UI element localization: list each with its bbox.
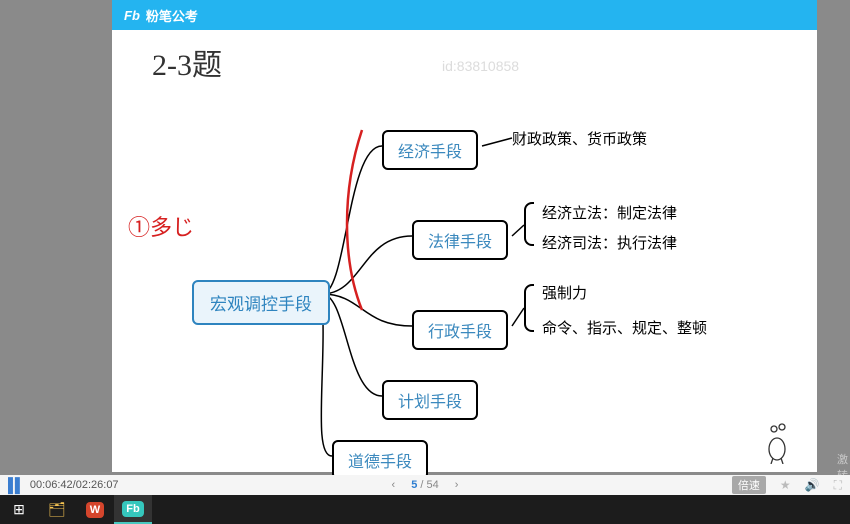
brand-logo-icon: Fb <box>124 8 140 23</box>
play-pause-button[interactable]: ▌▌ <box>0 477 30 493</box>
windows-taskbar: ⊞🗂WFb <box>0 495 850 524</box>
fullscreen-icon[interactable]: ⛶ <box>834 478 842 493</box>
next-page-button[interactable]: › <box>455 479 459 491</box>
child-node: 计划手段 <box>382 380 478 420</box>
taskbar-fb-app-icon[interactable]: Fb <box>114 495 152 524</box>
taskbar-explorer-icon[interactable]: 🗂 <box>38 495 76 524</box>
slide-header: Fb 粉笔公考 <box>112 0 817 30</box>
detail-text: 经济司法：执行法律 <box>542 232 677 253</box>
child-node: 经济手段 <box>382 130 478 170</box>
detail-text: 经济立法：制定法律 <box>542 202 677 223</box>
time-display: 00:06:42/02:26:07 <box>30 479 119 491</box>
doodle-icon <box>757 414 797 464</box>
slide: Fb 粉笔公考 2-3题 id:83810858 宏观调控手段 经济手段法律手段行… <box>112 0 817 472</box>
child-node: 法律手段 <box>412 220 508 260</box>
detail-text: 强制力 <box>542 282 587 303</box>
detail-text: 命令、指示、规定、整顿 <box>542 317 707 338</box>
child-node: 道德手段 <box>332 440 428 480</box>
brand-text: 粉笔公考 <box>146 6 198 25</box>
player-bar: ▌▌ 00:06:42/02:26:07 ‹ 5 / 54 › 倍速 ★ 🔊 ⛶ <box>0 475 850 495</box>
taskbar-start-icon[interactable]: ⊞ <box>0 495 38 524</box>
volume-icon[interactable]: 🔊 <box>805 478 820 492</box>
watermark: id:83810858 <box>442 58 519 74</box>
taskbar-wps-icon[interactable]: W <box>76 495 114 524</box>
bracket <box>524 284 534 332</box>
star-icon[interactable]: ★ <box>780 478 791 492</box>
slide-title: 2-3题 <box>152 40 222 84</box>
root-node: 宏观调控手段 <box>192 280 330 325</box>
child-node: 行政手段 <box>412 310 508 350</box>
player-right-controls: 倍速 ★ 🔊 ⛶ <box>732 476 842 494</box>
mindmap-diagram: 宏观调控手段经济手段法律手段行政手段计划手段道德手段财政政策、货币政策经济立法：… <box>112 80 817 470</box>
detail-text: 财政政策、货币政策 <box>512 128 647 149</box>
page-navigation: ‹ 5 / 54 › <box>392 479 459 491</box>
bracket <box>524 202 534 246</box>
prev-page-button[interactable]: ‹ <box>392 479 396 491</box>
video-stage: Fb 粉笔公考 2-3题 id:83810858 宏观调控手段 经济手段法律手段行… <box>0 0 850 475</box>
page-indicator: 5 / 54 <box>411 479 439 491</box>
handwritten-annotation: ①多じ <box>128 210 194 242</box>
speed-button[interactable]: 倍速 <box>732 476 766 494</box>
